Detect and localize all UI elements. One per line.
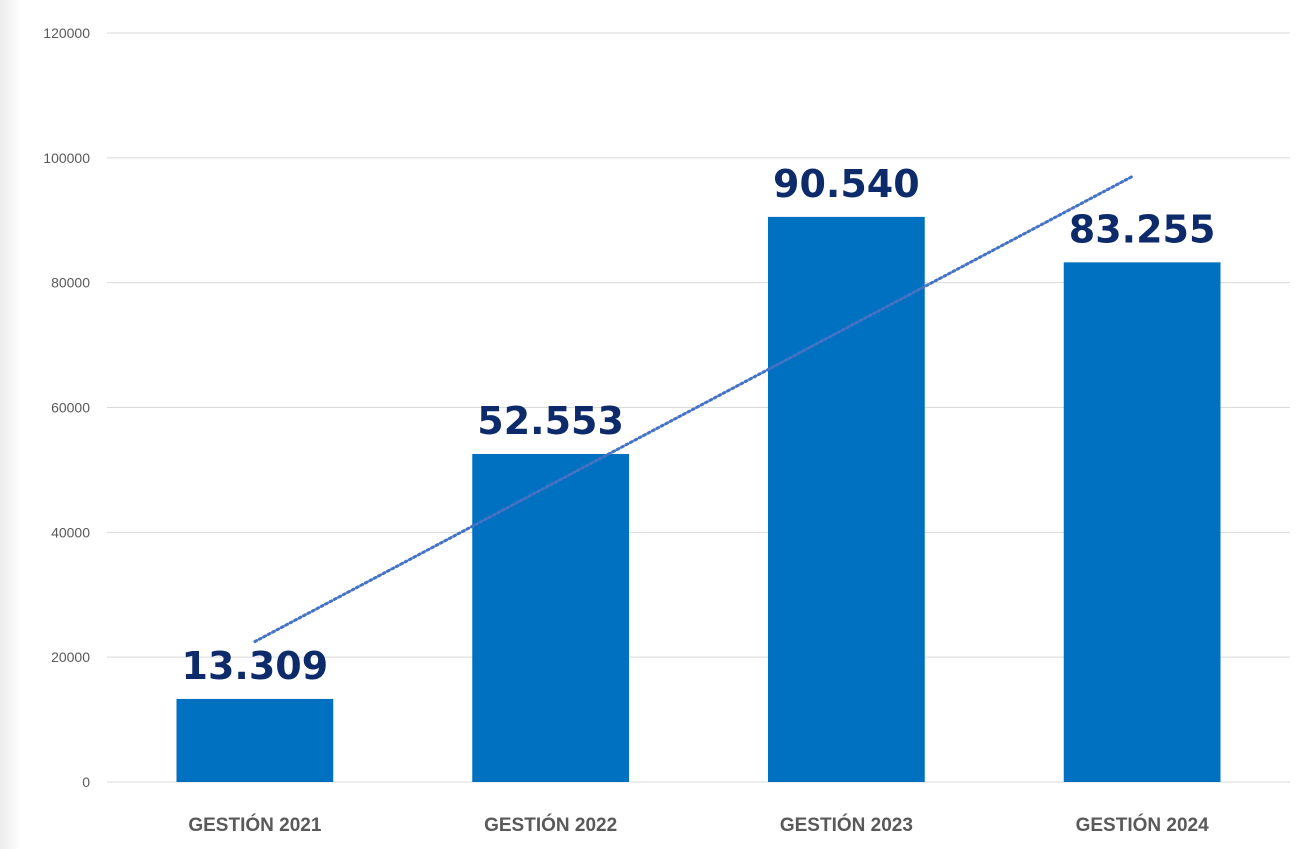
bars xyxy=(176,216,1221,782)
bar xyxy=(176,698,334,782)
y-tick-label: 40000 xyxy=(51,524,90,540)
data-label: 13.309 xyxy=(182,644,329,688)
y-axis-ticks: 0 20000 40000 60000 80000 100000 120000 xyxy=(43,25,90,790)
y-tick-label: 100000 xyxy=(43,150,90,166)
bar xyxy=(472,453,629,782)
x-category-label: GESTIÓN 2021 xyxy=(188,814,321,836)
y-tick-label: 60000 xyxy=(51,400,90,416)
trendline xyxy=(253,175,1134,644)
trendline-group xyxy=(253,175,1134,644)
y-tick-label: 80000 xyxy=(51,275,90,291)
y-tick-label: 20000 xyxy=(51,649,90,665)
bar xyxy=(1063,262,1221,782)
y-tick-label: 120000 xyxy=(43,25,90,41)
x-category-label: GESTIÓN 2023 xyxy=(780,814,913,836)
y-tick-label: 0 xyxy=(82,774,90,790)
data-label: 83.255 xyxy=(1069,207,1216,251)
gridlines xyxy=(107,32,1290,783)
x-category-label: GESTIÓN 2024 xyxy=(1076,814,1209,836)
x-axis-categories: GESTIÓN 2021 GESTIÓN 2022 GESTIÓN 2023 GEST… xyxy=(188,814,1209,836)
x-category-label: GESTIÓN 2022 xyxy=(484,814,617,836)
data-label: 90.540 xyxy=(773,162,920,206)
bar xyxy=(768,216,925,782)
data-label: 52.553 xyxy=(477,399,624,443)
data-labels: 13.309 52.553 90.540 83.255 xyxy=(182,162,1216,688)
